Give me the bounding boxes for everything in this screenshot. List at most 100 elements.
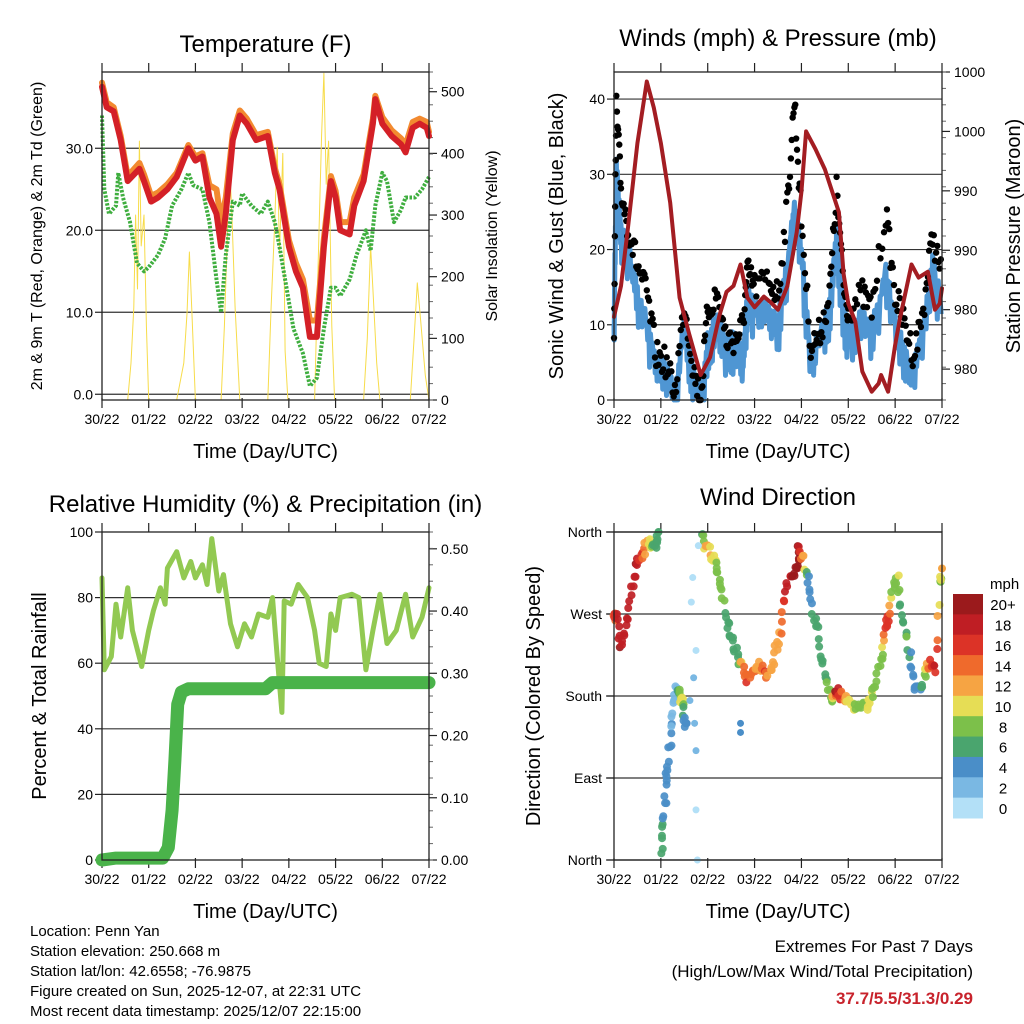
gust-point bbox=[726, 329, 734, 336]
direction-point bbox=[659, 812, 668, 821]
x-tick-label: 30/22 bbox=[84, 411, 119, 427]
y-tick-label: 20.0 bbox=[66, 222, 93, 238]
y-tick-label: East bbox=[574, 770, 602, 786]
x-tick-label: 07/22 bbox=[411, 411, 446, 427]
direction-point bbox=[732, 643, 741, 652]
extremes-summary: Extremes For Past 7 Days (High/Low/Max W… bbox=[672, 937, 973, 1008]
x-tick-label: 06/22 bbox=[365, 871, 400, 887]
speed-colorbar: mph 20+ 18 16 14 12 10 8 6 4 2 0 bbox=[953, 576, 1019, 819]
direction-point bbox=[812, 614, 821, 623]
direction-point bbox=[815, 642, 824, 651]
panel-temperature: Temperature (F) Time (Day/UTC) 2m & 9m T (… bbox=[29, 31, 501, 463]
direction-point bbox=[899, 618, 908, 627]
gust-point bbox=[648, 310, 655, 317]
colorbar-bin bbox=[953, 614, 983, 636]
x-tick-label: 01/22 bbox=[131, 411, 166, 427]
direction-point bbox=[667, 729, 676, 738]
direction-point bbox=[805, 588, 814, 597]
gust-point bbox=[635, 263, 642, 270]
x-tick-label: 06/22 bbox=[365, 411, 400, 427]
direction-point bbox=[737, 719, 745, 727]
gust-point bbox=[826, 282, 833, 289]
direction-point bbox=[689, 574, 697, 582]
gust-point bbox=[654, 338, 661, 346]
plot-frame bbox=[613, 531, 943, 861]
gust-point bbox=[747, 264, 755, 271]
direction-point bbox=[768, 658, 777, 667]
direction-point bbox=[620, 629, 629, 638]
gust-point bbox=[657, 352, 665, 359]
gust-point bbox=[807, 354, 814, 361]
gust-point bbox=[920, 305, 927, 312]
y-tick-label: 80 bbox=[77, 590, 93, 606]
colorbar-bin bbox=[953, 797, 983, 819]
y-axis-label: Percent & Total Rainfall bbox=[29, 592, 51, 800]
y2-tick-label: 100 bbox=[441, 330, 465, 346]
gust-point bbox=[913, 330, 920, 337]
plot-frame bbox=[613, 71, 943, 401]
direction-point bbox=[897, 611, 906, 620]
colorbar-tick-label: 18 bbox=[995, 618, 1012, 635]
gust-point bbox=[631, 238, 639, 246]
direction-point bbox=[712, 558, 721, 567]
gust-point bbox=[794, 158, 802, 165]
y-tick-label: West bbox=[570, 606, 602, 622]
gust-point bbox=[914, 346, 921, 353]
direction-point bbox=[872, 677, 881, 686]
colorbar-bin bbox=[953, 777, 983, 799]
direction-point bbox=[667, 722, 676, 731]
x-tick-label: 07/22 bbox=[924, 871, 959, 887]
gust-point bbox=[828, 263, 835, 270]
colorbar-tick-label: 2 bbox=[999, 780, 1007, 797]
direction-point bbox=[907, 648, 916, 657]
x-axis-label: Time (Day/UTC) bbox=[193, 441, 338, 463]
direction-point bbox=[894, 571, 903, 580]
y2-tick-label: 300 bbox=[441, 207, 465, 223]
gust-point bbox=[650, 321, 658, 329]
gust-point bbox=[756, 275, 764, 282]
gust-point bbox=[694, 375, 702, 382]
x-tick-label: 01/22 bbox=[131, 871, 166, 887]
y-tick-label: 100 bbox=[70, 524, 94, 540]
direction-point bbox=[782, 579, 791, 588]
direction-point bbox=[773, 638, 782, 647]
gust-point bbox=[907, 330, 914, 337]
direction-point bbox=[933, 636, 942, 645]
direction-point bbox=[933, 645, 942, 654]
gust-point bbox=[909, 362, 916, 370]
extremes-values: 37.7/5.5/31.3/0.29 bbox=[836, 989, 973, 1008]
gust-point bbox=[724, 344, 731, 352]
direction-point bbox=[865, 699, 874, 708]
gust-point bbox=[620, 200, 627, 207]
gust-point bbox=[736, 331, 743, 338]
x-axis-label: Time (Day/UTC) bbox=[193, 901, 338, 923]
gust-point bbox=[615, 131, 622, 138]
y2-tick-label: 1000 bbox=[954, 64, 985, 80]
gust-point bbox=[753, 293, 760, 300]
footer-location: Location: Penn Yan bbox=[30, 923, 160, 940]
direction-point bbox=[631, 572, 640, 581]
gust-point bbox=[879, 245, 886, 252]
gust-point bbox=[686, 350, 694, 358]
direction-point bbox=[691, 719, 699, 727]
gust-point bbox=[825, 299, 832, 307]
plot-frame bbox=[101, 71, 430, 401]
x-tick-label: 01/22 bbox=[643, 871, 678, 887]
colorbar-tick-label: 20+ bbox=[990, 597, 1016, 614]
y2-tick-label: 0.00 bbox=[441, 852, 468, 868]
x-tick-label: 03/22 bbox=[737, 871, 772, 887]
x-tick-label: 06/22 bbox=[878, 411, 913, 427]
x-tick-label: 02/22 bbox=[178, 411, 213, 427]
direction-point bbox=[933, 611, 942, 620]
colorbar-tick-label: 4 bbox=[999, 760, 1007, 777]
x-tick-label: 02/22 bbox=[690, 411, 725, 427]
direction-point bbox=[936, 572, 945, 581]
y2-tick-label: 400 bbox=[441, 145, 465, 161]
y-axis-label: Direction (Colored By Speed) bbox=[523, 566, 545, 826]
gust-point bbox=[830, 227, 838, 235]
direction-point bbox=[902, 632, 911, 641]
gust-point bbox=[614, 126, 622, 133]
direction-point bbox=[729, 633, 738, 642]
colorbar-tick-label: 12 bbox=[995, 679, 1012, 696]
